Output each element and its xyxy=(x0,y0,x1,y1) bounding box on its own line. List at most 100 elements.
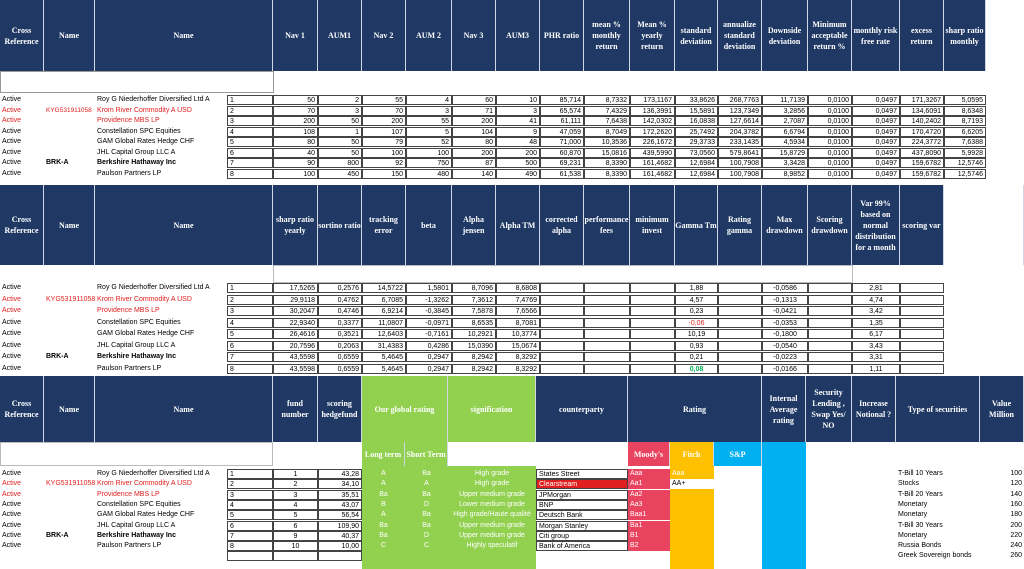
cell: Ba xyxy=(379,490,388,498)
cell: Berkshire Hathaway Inc xyxy=(97,353,176,360)
cell xyxy=(540,294,584,305)
cell xyxy=(670,541,714,551)
cell xyxy=(900,317,944,328)
cell: Clearstream xyxy=(536,479,628,490)
cell: 2 xyxy=(227,479,273,490)
table-row: Active KYG531911058 Krom River Commodity A… xyxy=(0,105,1024,116)
cell: -0,0166 xyxy=(762,363,808,374)
header3-6: signification xyxy=(448,376,536,442)
cell: 5,0595 xyxy=(944,95,986,105)
cell xyxy=(900,340,944,351)
cell: Monetary xyxy=(898,531,928,539)
cell: 4 xyxy=(227,317,273,328)
cell: 450 xyxy=(318,168,362,179)
cell: -0,0971 xyxy=(406,317,452,328)
cell: 43,07 xyxy=(318,499,362,510)
cell xyxy=(44,500,95,510)
cell: 61,538 xyxy=(540,168,584,179)
cell: 15,5891 xyxy=(675,105,718,116)
cell xyxy=(540,306,584,316)
cell xyxy=(44,95,95,105)
cell xyxy=(670,500,714,510)
cell: 11,0807 xyxy=(362,317,406,328)
cell: Paulson Partners LP xyxy=(97,364,162,372)
cell: 127,6614 xyxy=(718,116,762,126)
header-17: excess return xyxy=(900,0,944,71)
cell: 800 xyxy=(318,158,362,168)
cell: 8,7332 xyxy=(584,95,630,105)
cell: 4,57 xyxy=(675,294,718,305)
cell: 1 xyxy=(318,126,362,137)
cell: 0,0497 xyxy=(852,168,900,179)
cell: Upper medium grade xyxy=(459,521,525,529)
cell: 14,5722 xyxy=(362,283,406,293)
cell: 10 xyxy=(273,541,318,552)
cell: -1,3262 xyxy=(406,294,452,305)
cell: T-Bill 30 Years xyxy=(898,521,943,529)
cell: 31,4383 xyxy=(362,340,406,351)
cell: 50 xyxy=(318,147,362,158)
cell: Active xyxy=(2,341,22,349)
cell: 80 xyxy=(273,137,318,147)
cell xyxy=(318,551,362,562)
cell: 50 xyxy=(318,116,362,126)
cell: 15,0674 xyxy=(496,340,540,351)
cell: Providence MBS LP xyxy=(97,117,160,124)
cell: 439,5990 xyxy=(630,147,675,158)
cell: Active xyxy=(2,318,22,326)
table-row: Active JHL Capital Group LLC A 6 6 109,90 Ba B… xyxy=(0,520,1024,531)
cell: Ba xyxy=(422,521,431,529)
cell: Active xyxy=(2,480,22,488)
cell: Providence MBS LP xyxy=(97,490,160,498)
cell: Lower medium grade xyxy=(459,500,525,508)
cell xyxy=(44,318,95,328)
cell: 0,0497 xyxy=(852,137,900,147)
cell: 204,3782 xyxy=(718,126,762,137)
cell: BNP xyxy=(536,499,628,510)
cell xyxy=(718,363,762,374)
cell: 10,00 xyxy=(318,541,362,552)
cell: 4,74 xyxy=(852,294,900,305)
cell: Ba xyxy=(379,521,388,529)
cell: Active xyxy=(2,96,22,103)
cell: 171,3267 xyxy=(900,95,944,105)
cell: 3,42 xyxy=(852,306,900,316)
cell: 8,3292 xyxy=(496,352,540,362)
cell xyxy=(95,551,227,561)
header3-2: Name xyxy=(95,376,273,442)
cell: Aa1 xyxy=(628,479,670,490)
cell: 7 xyxy=(227,158,273,168)
cell: 90 xyxy=(273,158,318,168)
cell: 11,7139 xyxy=(762,95,808,105)
cell: 8,7049 xyxy=(584,126,630,137)
cell: 71 xyxy=(452,105,496,116)
cell: Krom River Commodity A USD xyxy=(97,106,192,114)
cell: Deutsch Bank xyxy=(536,510,628,521)
cell: 55 xyxy=(362,95,406,105)
header-5: Nav 2 xyxy=(362,0,406,71)
cell: 7 xyxy=(227,352,273,362)
cell: 25,7492 xyxy=(675,126,718,137)
cell: 35,51 xyxy=(318,489,362,500)
cell: 7,4769 xyxy=(496,294,540,305)
cell: Ba xyxy=(379,531,388,539)
cell: 200 xyxy=(496,147,540,158)
cell xyxy=(0,551,44,561)
cell: Greek Sovereign bonds xyxy=(898,552,972,560)
cell: Ba xyxy=(422,511,431,519)
cell: Stocks xyxy=(898,480,920,488)
cell: 2 xyxy=(273,479,318,490)
cell xyxy=(670,531,714,541)
cell xyxy=(718,283,762,293)
subheader-moodys: Moody's xyxy=(628,442,670,466)
cell: Morgan Stanley xyxy=(536,520,628,531)
cell: 1,5801 xyxy=(406,283,452,293)
cell xyxy=(584,352,630,362)
cell: 87 xyxy=(452,158,496,168)
cell: 109,90 xyxy=(318,520,362,531)
cell: 9 xyxy=(496,126,540,137)
cell: Ba1 xyxy=(628,520,670,531)
cell: Ba xyxy=(422,490,431,498)
header2-4: sortino ratio xyxy=(318,185,362,265)
header2-3: sharp ratio yearly xyxy=(273,185,318,265)
